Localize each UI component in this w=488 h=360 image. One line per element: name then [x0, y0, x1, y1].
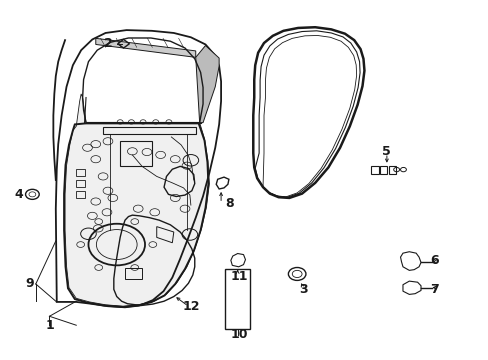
Bar [76, 191, 85, 198]
Text: 11: 11 [230, 270, 248, 283]
Text: 8: 8 [225, 197, 234, 210]
Bar [224, 269, 250, 329]
Bar [388, 166, 395, 174]
Polygon shape [65, 94, 209, 306]
Text: 3: 3 [298, 283, 306, 296]
Text: 12: 12 [182, 300, 199, 313]
Bar [76, 180, 85, 187]
Bar [370, 166, 378, 174]
Bar [379, 166, 386, 174]
Polygon shape [96, 39, 195, 57]
Text: 6: 6 [429, 254, 438, 267]
Text: 1: 1 [45, 319, 54, 332]
Polygon shape [195, 45, 219, 123]
Text: 10: 10 [230, 328, 248, 341]
Text: 4: 4 [15, 188, 23, 201]
Bar [76, 169, 85, 176]
Text: 2: 2 [103, 37, 112, 50]
Text: 5: 5 [381, 145, 389, 158]
Text: 7: 7 [429, 283, 438, 296]
Text: 9: 9 [25, 278, 34, 291]
